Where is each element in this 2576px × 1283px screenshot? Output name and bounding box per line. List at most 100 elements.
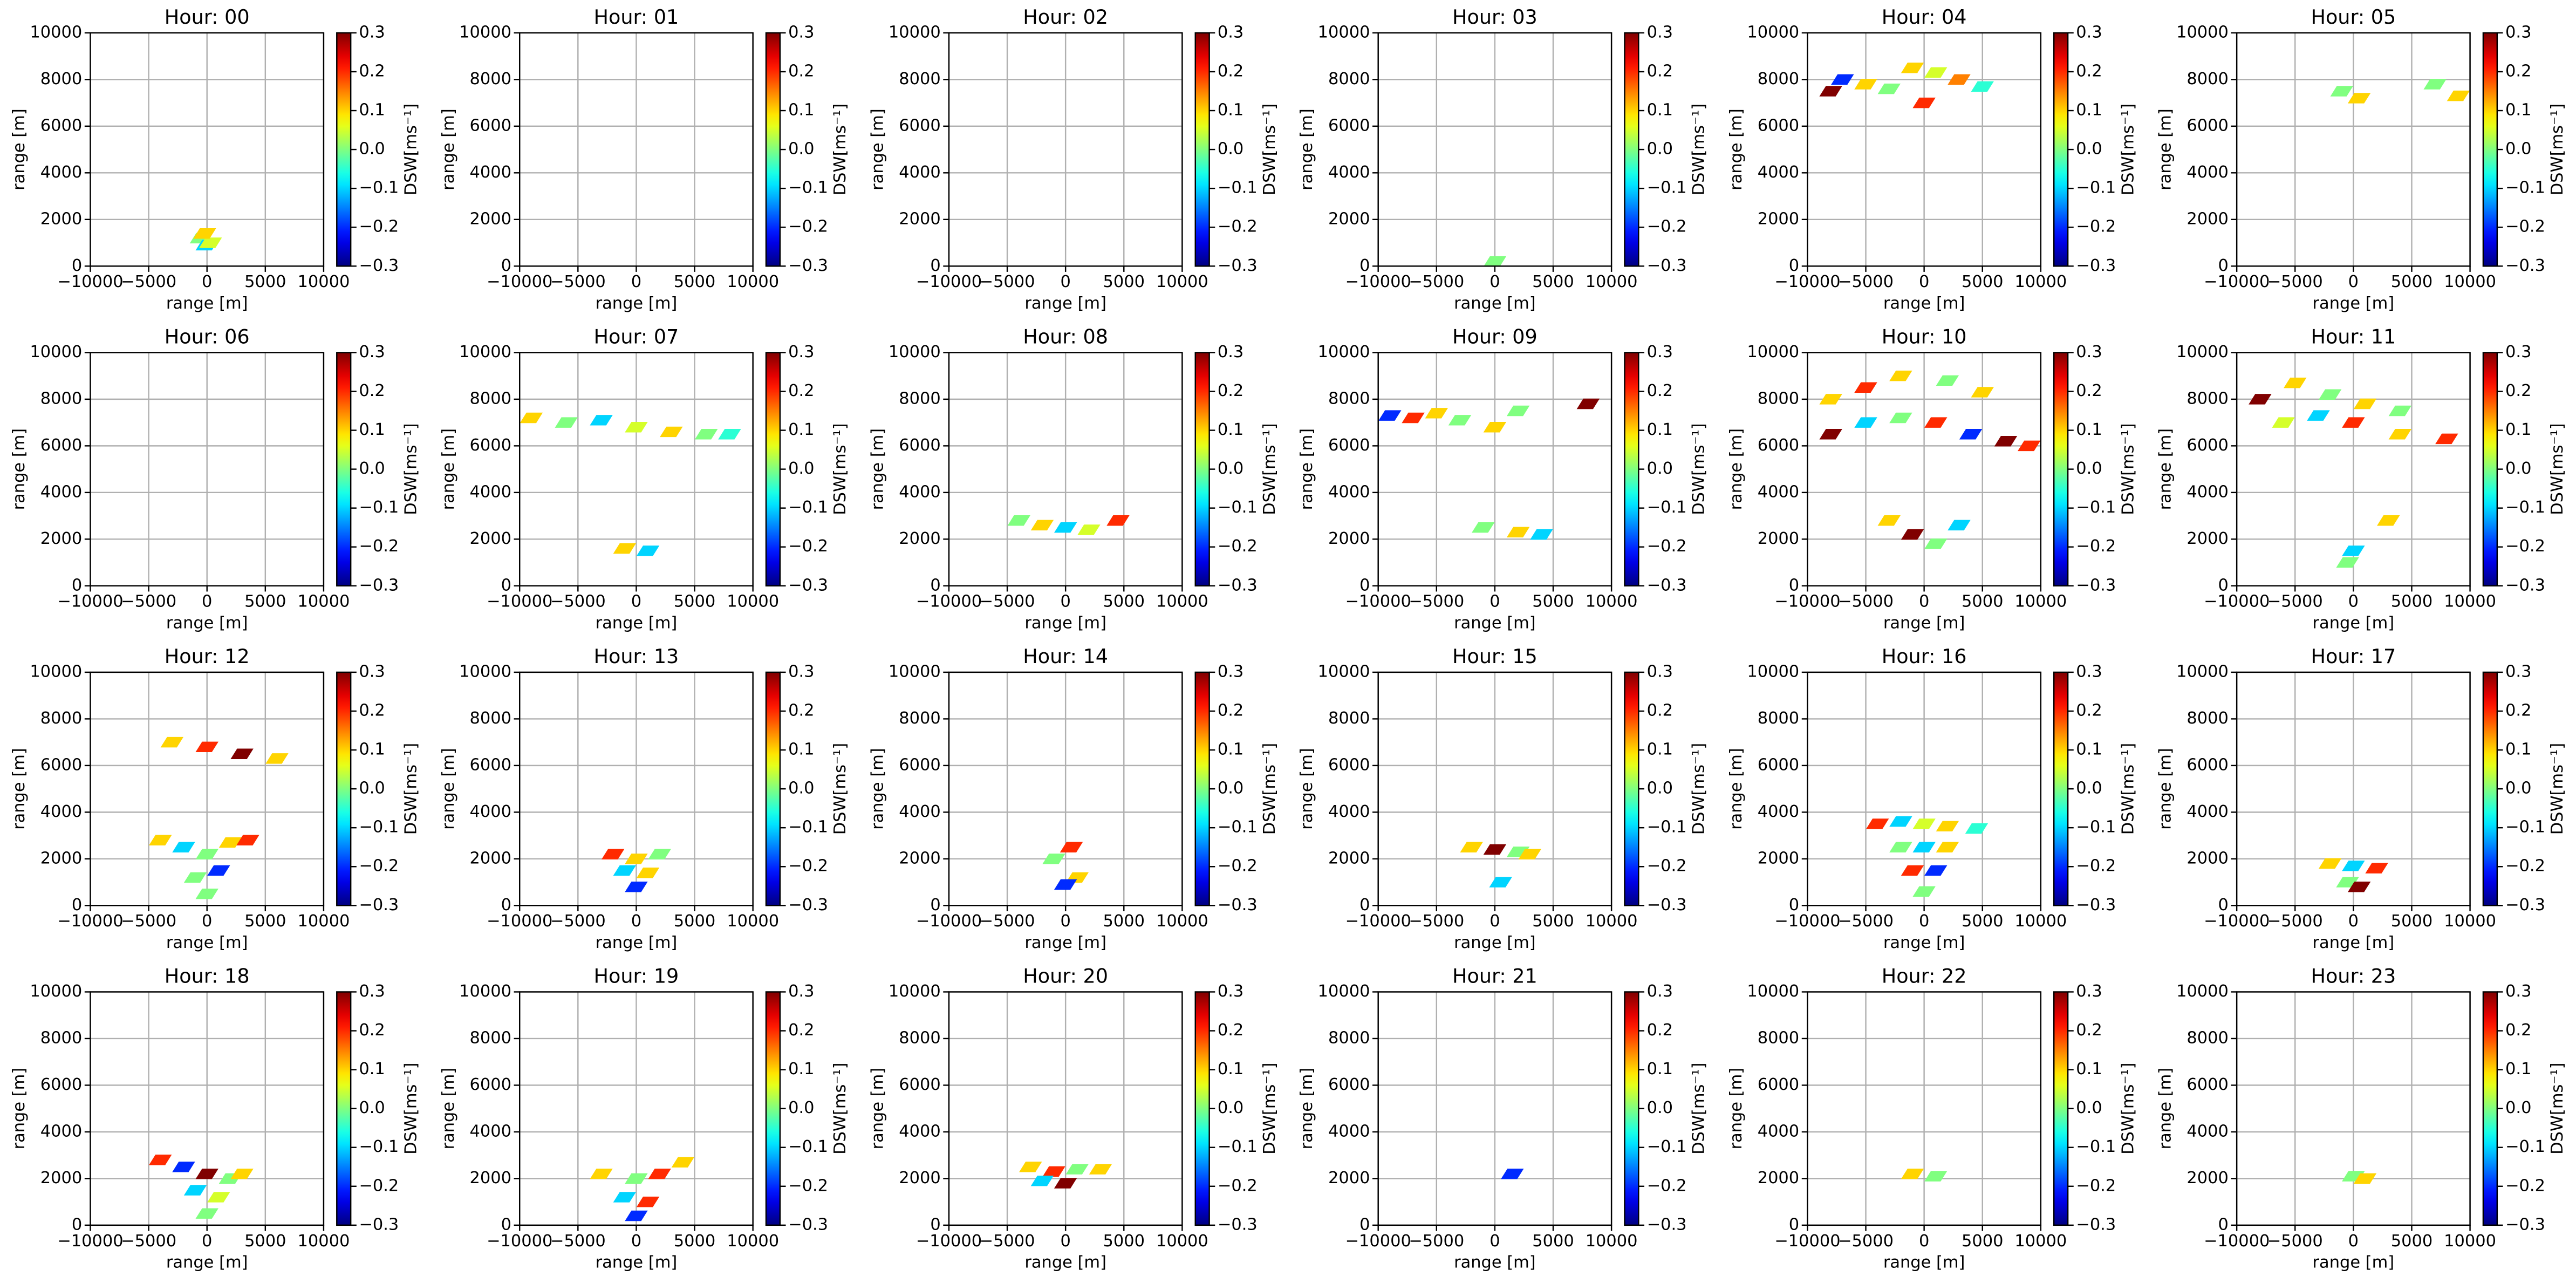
- x-tick-label: −10000: [57, 912, 123, 931]
- colorbar-tick-label: 0.0: [359, 459, 385, 478]
- x-tick-label: 10000: [1156, 1232, 1208, 1251]
- data-cell: [2423, 79, 2447, 90]
- colorbar-tick-label: 0.2: [359, 1021, 385, 1040]
- subplot-title: Hour: 07: [594, 325, 679, 349]
- x-tick-label: 0: [1919, 1232, 1929, 1251]
- colorbar-tick-label: 0.0: [1218, 459, 1243, 478]
- y-tick-label: 10000: [1318, 982, 1370, 1001]
- colorbar: [2482, 671, 2498, 906]
- data-cell: [1106, 515, 1130, 526]
- data-cell: [2307, 410, 2330, 421]
- y-tick-label: 8000: [40, 70, 82, 88]
- x-tick-label: −5000: [980, 272, 1035, 291]
- x-tick-label: −10000: [916, 272, 982, 291]
- x-tick-label: 5000: [244, 912, 286, 931]
- data-cell: [195, 849, 218, 859]
- x-tick-label: 5000: [1962, 1232, 2003, 1251]
- subplot: −10000−5000 0 5000 10000 0 2000 4000 6000 8000 10…: [439, 325, 850, 633]
- y-tick-label: 10000: [889, 982, 941, 1001]
- colorbar: [765, 32, 781, 267]
- colorbar-tick-label: −0.3: [359, 256, 399, 275]
- colorbar-tick-label: −0.2: [1647, 217, 1687, 236]
- subplot-title: Hour: 03: [1452, 5, 1538, 29]
- colorbar-tick-label: 0.1: [2505, 420, 2531, 439]
- x-tick-label: −5000: [2267, 272, 2323, 291]
- x-tick-label: −10000: [487, 912, 552, 931]
- y-tick-label: 0: [930, 576, 940, 595]
- y-tick-label: 4000: [2186, 163, 2228, 182]
- y-tick-label: 10000: [459, 662, 511, 681]
- y-tick-label: 2000: [2186, 209, 2228, 228]
- colorbar-tick-label: 0.2: [1218, 701, 1243, 720]
- data-cell: [2435, 433, 2458, 445]
- x-tick-label: 5000: [1532, 592, 1574, 611]
- x-axis-label: range [m]: [1024, 1253, 1106, 1272]
- colorbar-tick-label: 0.3: [1647, 343, 1673, 361]
- data-cell: [1854, 79, 1877, 90]
- x-tick-label: 0: [1919, 272, 1929, 291]
- colorbar-tick-label: −0.1: [1647, 818, 1687, 837]
- y-tick-label: 10000: [889, 343, 941, 361]
- x-tick-label: 5000: [1962, 592, 2003, 611]
- colorbar-tick-label: 0.2: [1647, 1021, 1673, 1040]
- data-cell: [1518, 849, 1541, 859]
- y-tick-label: 10000: [30, 982, 82, 1001]
- colorbar-tick-label: −0.3: [2505, 1215, 2545, 1234]
- data-cell: [625, 422, 648, 433]
- x-tick-label: 0: [631, 592, 641, 611]
- colorbar-tick-label: −0.3: [2076, 576, 2116, 595]
- y-tick-label: 4000: [1328, 482, 1370, 501]
- x-tick-label: −5000: [1838, 272, 1894, 291]
- y-tick-label: 8000: [1328, 389, 1370, 408]
- y-tick-label: 0: [2218, 1215, 2229, 1234]
- y-tick-label: 2000: [1328, 849, 1370, 868]
- data-cell: [2318, 858, 2342, 869]
- x-tick-label: −10000: [1774, 912, 1840, 931]
- y-tick-label: 8000: [899, 389, 940, 408]
- x-axis-label: range [m]: [1024, 613, 1106, 632]
- y-tick-label: 0: [1359, 896, 1370, 915]
- x-tick-label: −10000: [1774, 272, 1840, 291]
- colorbar-tick-label: 0.0: [2076, 459, 2102, 478]
- colorbar-tick-label: −0.3: [1647, 576, 1687, 595]
- y-tick-label: 8000: [1328, 1028, 1370, 1047]
- x-tick-label: 10000: [727, 1232, 779, 1251]
- data-cell: [1506, 527, 1530, 538]
- data-cell: [1530, 529, 1553, 540]
- colorbar-tick-label: 0.1: [2076, 740, 2102, 759]
- data-cell: [207, 1192, 230, 1203]
- colorbar-tick-label: 0.2: [2076, 62, 2102, 80]
- colorbar-tick-label: 0.3: [2505, 343, 2531, 361]
- colorbar-tick-label: 0.3: [788, 662, 814, 681]
- y-tick-label: 6000: [2186, 436, 2228, 455]
- colorbar: [1624, 991, 1639, 1226]
- x-tick-label: −5000: [121, 592, 176, 611]
- data-cell: [1378, 410, 1402, 421]
- axes-frame: [519, 991, 754, 1226]
- subplot: −10000−5000 0 5000 10000 0 2000 4000 6000 8000 10…: [10, 325, 420, 633]
- y-tick-label: 8000: [1328, 709, 1370, 728]
- colorbar-tick-label: 0.1: [2505, 101, 2531, 120]
- colorbar: [2482, 991, 2498, 1226]
- colorbar-tick-label: 0.0: [1218, 779, 1243, 798]
- y-tick-label: 2000: [1758, 1169, 1799, 1188]
- x-tick-label: 0: [1060, 592, 1070, 611]
- colorbar-tick-label: −0.1: [1218, 818, 1258, 837]
- y-tick-label: 4000: [1758, 482, 1799, 501]
- x-tick-label: −5000: [550, 592, 606, 611]
- y-tick-label: 6000: [40, 755, 82, 774]
- data-cell: [1866, 818, 1889, 829]
- colorbar-tick-label: −0.2: [1218, 857, 1258, 876]
- x-tick-label: −5000: [2267, 1232, 2323, 1251]
- colorbar-tick-label: 0.2: [1647, 62, 1673, 80]
- x-tick-label: −5000: [1838, 1232, 1894, 1251]
- y-tick-label: 4000: [40, 163, 82, 182]
- colorbar-tick-label: 0.3: [788, 23, 814, 42]
- colorbar-tick-label: 0.1: [359, 101, 385, 120]
- data-cell: [1489, 877, 1512, 888]
- colorbar-tick-label: 0.0: [788, 140, 814, 159]
- colorbar-tick-label: 0.0: [2076, 140, 2102, 159]
- colorbar: [1194, 671, 1210, 906]
- colorbar-tick-label: −0.3: [1647, 896, 1687, 915]
- axes-frame: [1377, 32, 1612, 267]
